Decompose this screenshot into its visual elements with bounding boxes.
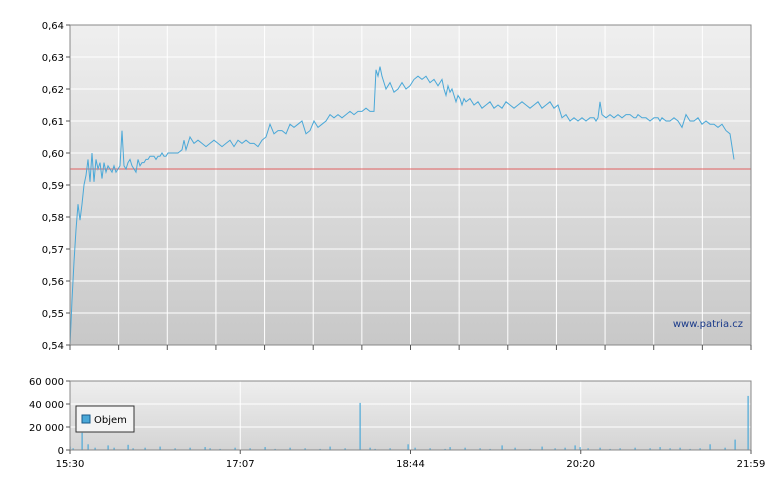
volume-bar — [369, 447, 371, 450]
volume-bar — [574, 445, 576, 450]
price-y-tick-label: 0,58 — [42, 213, 64, 224]
time-x-tick-label: 17:07 — [226, 459, 255, 470]
volume-bar — [289, 447, 291, 450]
volume-bar — [264, 447, 266, 450]
price-x-ticks — [69, 345, 752, 350]
legend-swatch — [81, 414, 91, 424]
price-y-tick-label: 0,63 — [42, 53, 64, 64]
time-x-tick-label: 15:30 — [56, 459, 85, 470]
volume-bar — [444, 448, 446, 450]
volume-bar — [189, 447, 191, 450]
volume-bar — [587, 448, 589, 450]
price-y-tick-label: 0,55 — [42, 309, 64, 320]
volume-bar — [564, 447, 566, 450]
price-y-tick-label: 0,54 — [42, 341, 64, 352]
volume-bar — [249, 448, 251, 450]
volume-bar — [734, 439, 736, 450]
price-series-line — [69, 66, 735, 346]
volume-bar — [407, 444, 409, 451]
volume-bar — [634, 447, 636, 450]
volume-bar — [81, 432, 83, 451]
volume-bar — [659, 447, 661, 450]
volume-bar — [669, 448, 671, 450]
volume-bar — [599, 447, 601, 450]
volume-bar — [619, 448, 621, 450]
volume-bar — [72, 448, 74, 450]
volume-bar — [113, 447, 115, 450]
volume-bar — [689, 448, 691, 450]
volume-bar — [329, 446, 331, 450]
volume-y-tick-label: 40 000 — [29, 400, 64, 411]
volume-legend: Objem — [75, 405, 135, 433]
volume-bar — [429, 448, 431, 450]
volume-bar — [609, 448, 611, 450]
volume-y-tick-label: 60 000 — [29, 377, 64, 388]
volume-bar — [204, 447, 206, 450]
volume-bar — [579, 447, 581, 450]
volume-bar — [159, 446, 161, 450]
volume-bar — [709, 444, 711, 451]
volume-bar — [87, 444, 89, 451]
volume-bar — [479, 448, 481, 450]
volume-bar — [174, 448, 176, 450]
volume-bar — [514, 447, 516, 450]
price-y-tick-label: 0,59 — [42, 181, 64, 192]
volume-bar — [144, 447, 146, 450]
volume-bar — [127, 444, 129, 450]
price-y-tick-label: 0,57 — [42, 245, 64, 256]
time-x-axis: 15:30 17:07 18:44 20:20 21:59 — [56, 450, 766, 470]
volume-bar — [219, 448, 221, 450]
volume-bar — [209, 448, 211, 450]
volume-bar — [344, 448, 346, 450]
volume-bar — [489, 448, 491, 450]
time-x-tick-label: 21:59 — [737, 459, 766, 470]
volume-bar — [679, 447, 681, 450]
volume-bar — [554, 448, 556, 450]
legend-label: Objem — [94, 415, 127, 426]
volume-bar — [501, 445, 503, 450]
volume-bar — [649, 448, 651, 450]
volume-bar — [464, 447, 466, 450]
volume-bar — [234, 447, 236, 450]
volume-y-tick-label: 0 — [58, 446, 64, 457]
price-y-tick-label: 0,60 — [42, 149, 64, 160]
volume-bar — [274, 448, 276, 450]
volume-bar — [132, 448, 134, 450]
price-y-axis: 0,54 0,55 0,56 0,57 0,58 0,59 0,60 0,61 0,62 0,63… — [42, 21, 70, 352]
price-y-tick-label: 0,64 — [42, 21, 64, 32]
volume-bar — [529, 448, 531, 450]
volume-bar — [724, 447, 726, 450]
volume-bar — [374, 448, 376, 450]
price-y-tick-label: 0,56 — [42, 277, 64, 288]
volume-bar — [94, 447, 96, 450]
time-x-tick-label: 18:44 — [396, 459, 425, 470]
volume-y-tick-label: 20 000 — [29, 423, 64, 434]
volume-bar — [107, 445, 109, 450]
price-y-tick-label: 0,62 — [42, 85, 64, 96]
price-y-tick-label: 0,61 — [42, 117, 64, 128]
volume-bar — [359, 402, 361, 450]
volume-bars — [69, 395, 749, 451]
volume-bar — [389, 448, 391, 450]
volume-bar — [747, 395, 749, 450]
time-x-tick-label: 20:20 — [566, 459, 595, 470]
volume-y-axis: 0 20 000 40 000 60 000 — [29, 377, 70, 457]
watermark: www.patria.cz — [673, 319, 743, 330]
volume-bar — [319, 448, 321, 450]
volume-bar — [304, 448, 306, 450]
volume-bar — [449, 447, 451, 450]
volume-bar — [699, 448, 701, 450]
volume-bar — [541, 446, 543, 450]
volume-bar — [414, 447, 416, 450]
